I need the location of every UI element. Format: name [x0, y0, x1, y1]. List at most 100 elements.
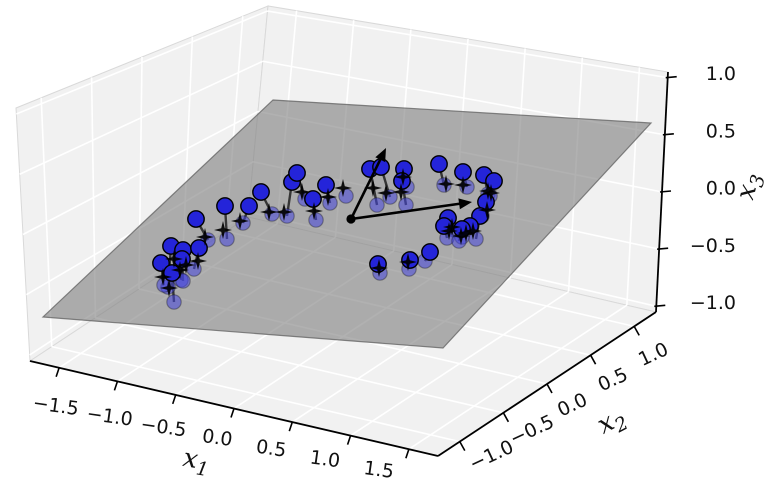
- axis-ticks: [55, 75, 677, 459]
- x2-tick-label: 0.0: [554, 389, 591, 422]
- star-marker: [482, 184, 500, 202]
- x3-tick-label: −0.5: [690, 235, 736, 257]
- star-marker: [370, 259, 388, 277]
- x1-tick: [171, 394, 177, 405]
- x1-tick-label: 0.5: [255, 436, 288, 462]
- x3-axis-label: x3: [730, 169, 769, 203]
- x1-tick: [230, 408, 235, 418]
- star-marker: [154, 268, 172, 286]
- x1-tick-label: 1.0: [309, 446, 342, 472]
- x3-tick: [654, 304, 666, 308]
- data-points: [152, 155, 503, 282]
- x2-tick: [633, 326, 640, 336]
- star-marker: [305, 202, 323, 220]
- star-marker: [394, 168, 412, 186]
- x2-axis-label: x2: [592, 401, 632, 444]
- floor-grid-line: [51, 345, 460, 443]
- star-marker: [454, 176, 472, 194]
- projection-point: [166, 294, 182, 310]
- x2-tick: [589, 354, 597, 365]
- data-point: [216, 197, 234, 215]
- star-marker: [165, 250, 183, 268]
- star-marker: [452, 227, 470, 245]
- star-marker: [196, 228, 214, 246]
- data-point: [240, 197, 258, 215]
- star-marker: [478, 201, 496, 219]
- data-point: [401, 251, 419, 269]
- star-marker: [319, 188, 337, 206]
- x2-axis-label-subscript: 2: [610, 412, 632, 438]
- data-point: [304, 190, 322, 208]
- data-point: [430, 155, 448, 173]
- star-marker: [293, 183, 311, 201]
- star-marker: [231, 212, 249, 230]
- x3-axis-label-subscript: 3: [746, 172, 770, 189]
- left-wall-grid-line: [19, 60, 264, 175]
- star-marker: [464, 222, 482, 240]
- x1-tick: [346, 435, 352, 445]
- projection-point: [369, 197, 385, 213]
- star-marker: [437, 175, 455, 193]
- projection-point: [235, 215, 251, 231]
- star-marker: [364, 179, 382, 197]
- star-marker: [171, 261, 189, 279]
- x3-tick: [659, 190, 672, 193]
- star-marker: [479, 182, 497, 200]
- projection-point: [308, 212, 324, 228]
- x1-tick: [113, 381, 119, 391]
- x3-tick-label: 0.5: [706, 120, 736, 142]
- x1-tick-label: 1.5: [362, 457, 395, 483]
- x2-tick-label: −0.5: [506, 411, 557, 450]
- star-marker: [399, 253, 417, 271]
- pc-arrow-shaft-1: [350, 201, 464, 221]
- x2-tick-label: 1.0: [635, 338, 672, 371]
- star-marker: [440, 222, 458, 240]
- x3-tick: [662, 133, 674, 136]
- data-point: [288, 164, 306, 182]
- x1-tick-label: −1.5: [31, 392, 80, 420]
- x2-tick: [546, 383, 553, 394]
- right-wall-grid-line: [267, 10, 668, 79]
- star-marker: [214, 221, 232, 239]
- star-markers: [154, 168, 500, 297]
- x1-axis-label: x1: [180, 443, 212, 481]
- star-marker: [392, 183, 410, 201]
- floor-grid-line: [95, 317, 504, 414]
- x1-tick-label: 0.0: [201, 425, 234, 451]
- x3-tick: [665, 75, 677, 79]
- star-marker: [275, 203, 293, 221]
- data-point: [421, 243, 439, 261]
- principal-arrows: [346, 148, 472, 224]
- pc-arrow-head-2: [375, 148, 386, 163]
- star-marker: [189, 252, 207, 270]
- x3-tick: [657, 247, 669, 250]
- x2-tick-label: −1.0: [466, 436, 517, 475]
- x1-axis-label-subscript: 1: [194, 457, 210, 481]
- x1-tick: [55, 367, 60, 378]
- star-marker: [177, 256, 195, 274]
- pc-arrow-head-1: [458, 198, 472, 210]
- x3-tick-label: −1.0: [690, 292, 736, 314]
- star-marker: [334, 179, 352, 197]
- left-wall-grid-line: [22, 110, 259, 236]
- star-marker: [377, 184, 395, 202]
- x1-tick: [288, 421, 294, 432]
- data-point: [152, 254, 170, 272]
- left-wall-grid-line: [16, 10, 268, 115]
- x1-tick-label: −1.0: [85, 403, 134, 431]
- x2-tick: [502, 412, 510, 423]
- x1-tick-label: −0.5: [139, 413, 188, 441]
- data-point: [163, 264, 181, 282]
- star-marker: [443, 218, 461, 236]
- pc-arrow-shaft-2: [349, 155, 384, 220]
- x1-tick: [405, 448, 410, 459]
- star-marker: [160, 279, 178, 297]
- star-marker: [457, 224, 475, 242]
- x2-tick-label: 0.5: [595, 363, 632, 396]
- projection-point: [264, 206, 280, 222]
- x2-tick: [459, 441, 466, 451]
- data-point: [187, 210, 205, 228]
- star-marker: [260, 203, 278, 221]
